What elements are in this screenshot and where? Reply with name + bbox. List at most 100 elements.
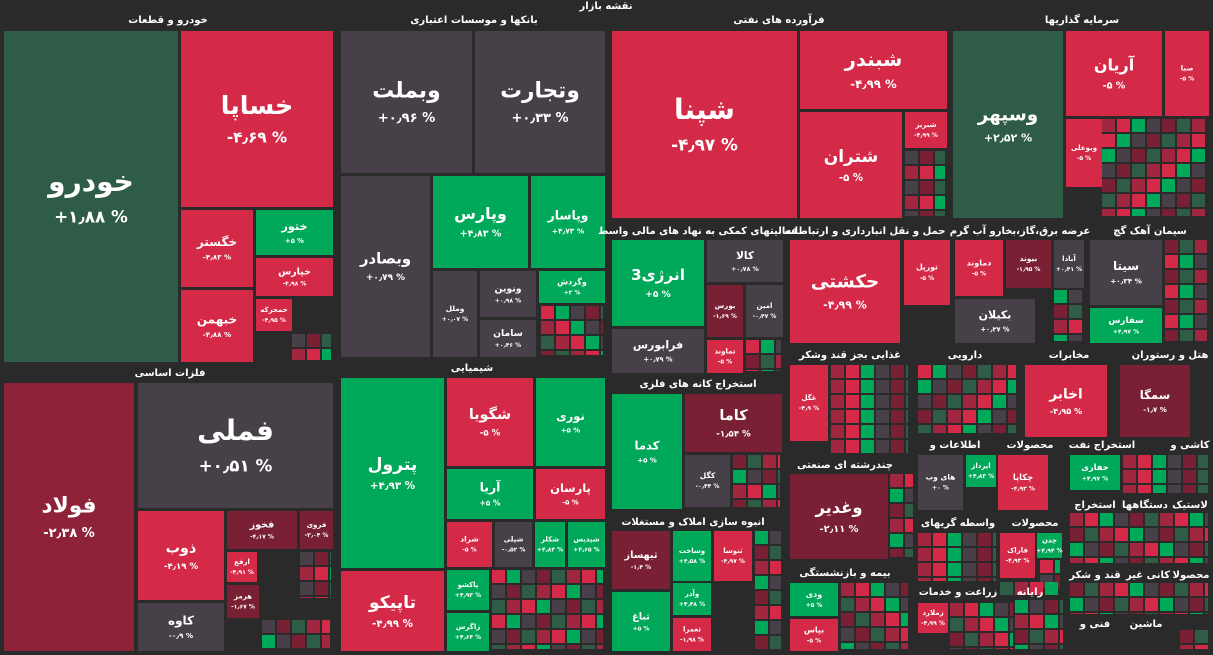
stock-tile xyxy=(480,320,536,357)
filler-tile xyxy=(1069,335,1082,341)
filler-tile xyxy=(1147,179,1160,192)
filler-tile xyxy=(1115,513,1128,526)
filler-tile xyxy=(1165,240,1178,253)
filler-tile xyxy=(1117,209,1130,216)
filler-tile xyxy=(300,567,313,580)
filler-tile xyxy=(1102,164,1115,177)
filler-tile xyxy=(778,500,780,507)
filler-tile xyxy=(901,598,908,611)
stock-change: +۰٫۵۱ % xyxy=(199,456,273,476)
filler-tile xyxy=(1175,558,1188,563)
filler-tile xyxy=(1054,320,1067,333)
filler-tile xyxy=(918,365,931,378)
filler-tile xyxy=(978,578,991,581)
filler-tile xyxy=(770,531,781,544)
filler-tile xyxy=(1192,119,1205,132)
stock-change: -۴٫۱۷ % xyxy=(250,534,274,541)
stock-name: حفاری xyxy=(1081,462,1109,473)
filler-tile xyxy=(1165,330,1178,341)
stock-name: شپلی xyxy=(504,536,524,544)
stock-change: -۱٫۹۵ % xyxy=(1017,266,1041,273)
filler-tile xyxy=(978,548,991,561)
stock-change: +۰٫۷۹ % xyxy=(644,355,673,363)
filler-tile xyxy=(1030,645,1043,649)
filler-tile xyxy=(1190,513,1203,526)
filler-tile xyxy=(1177,209,1190,216)
filler-tile xyxy=(831,380,844,393)
filler-tile xyxy=(1045,600,1058,613)
filler-tile xyxy=(1085,528,1098,541)
filler-tile xyxy=(950,648,963,649)
filler-tile xyxy=(1123,455,1136,468)
stock-name: ثعمرا xyxy=(683,626,701,634)
filler-tile xyxy=(770,576,781,589)
stock-name: ذوب xyxy=(166,541,197,557)
filler-tile xyxy=(905,504,913,517)
filler-tile xyxy=(861,365,874,378)
filler-tile xyxy=(1160,613,1173,614)
filler-tile xyxy=(1069,290,1082,303)
filler-tile xyxy=(586,321,599,334)
filler-tile xyxy=(905,181,918,194)
filler-tile xyxy=(1153,485,1166,493)
filler-tile xyxy=(871,628,884,641)
filler-tile xyxy=(1115,613,1128,614)
stock-name: وساخت xyxy=(679,547,705,555)
filler-tile xyxy=(920,196,933,209)
filler-tile xyxy=(963,410,976,423)
filler-tile xyxy=(567,570,580,583)
filler-tile xyxy=(1115,583,1128,596)
stock-tile xyxy=(227,511,297,549)
group-title: هتل و رستوران xyxy=(1132,350,1209,361)
filler-tile xyxy=(571,321,584,334)
filler-tile xyxy=(1192,134,1205,147)
filler-tile xyxy=(1198,455,1208,468)
filler-tile xyxy=(1132,119,1145,132)
stock-name: ثنوسا xyxy=(723,547,743,555)
filler-tile xyxy=(1117,164,1130,177)
filler-tile xyxy=(1045,582,1058,595)
filler-tile xyxy=(582,645,595,649)
stock-tile xyxy=(612,394,682,509)
filler-tile xyxy=(856,583,869,596)
stock-change: -۴٫۶۹ % xyxy=(227,129,287,147)
filler-tile xyxy=(933,548,946,561)
filler-tile xyxy=(993,563,996,576)
filler-tile xyxy=(1054,290,1067,303)
stock-tile xyxy=(475,31,605,173)
filler-tile xyxy=(1160,543,1173,556)
filler-tile xyxy=(886,628,899,641)
filler-tile xyxy=(1060,600,1063,613)
filler-tile xyxy=(906,425,908,438)
filler-tile xyxy=(905,474,913,487)
filler-tile xyxy=(1132,179,1145,192)
filler-tile xyxy=(1160,528,1173,541)
stock-name: کگل xyxy=(700,471,716,480)
filler-tile xyxy=(567,600,580,613)
filler-tile xyxy=(856,643,869,649)
filler-tile xyxy=(948,578,961,581)
stock-change: -۱٫۶۹ % xyxy=(713,313,737,320)
filler-tile xyxy=(733,485,746,498)
filler-tile xyxy=(1010,603,1013,616)
filler-tile xyxy=(918,548,931,561)
filler-tile xyxy=(1195,270,1207,283)
stock-name: تماوند xyxy=(715,348,736,356)
stock-change: +۴٫۶۴ % xyxy=(455,634,481,641)
filler-tile xyxy=(1162,179,1175,192)
filler-tile xyxy=(978,410,991,423)
filler-tile xyxy=(856,613,869,626)
filler-tile xyxy=(292,334,305,347)
group-title: دستگاهها xyxy=(1122,498,1168,511)
stock-change: -۰٫۴۴ % xyxy=(696,483,720,490)
stock-tile xyxy=(256,299,292,331)
filler-tile xyxy=(906,440,908,453)
filler-tile xyxy=(1190,543,1203,556)
group-title: استخراج کانه های فلزی xyxy=(639,379,756,390)
filler-tile xyxy=(978,533,991,546)
stock-name: نوری xyxy=(556,409,585,424)
filler-tile xyxy=(901,643,908,649)
filler-tile xyxy=(1070,598,1083,611)
stock-name: کالا xyxy=(736,250,755,262)
filler-tile xyxy=(933,395,946,408)
